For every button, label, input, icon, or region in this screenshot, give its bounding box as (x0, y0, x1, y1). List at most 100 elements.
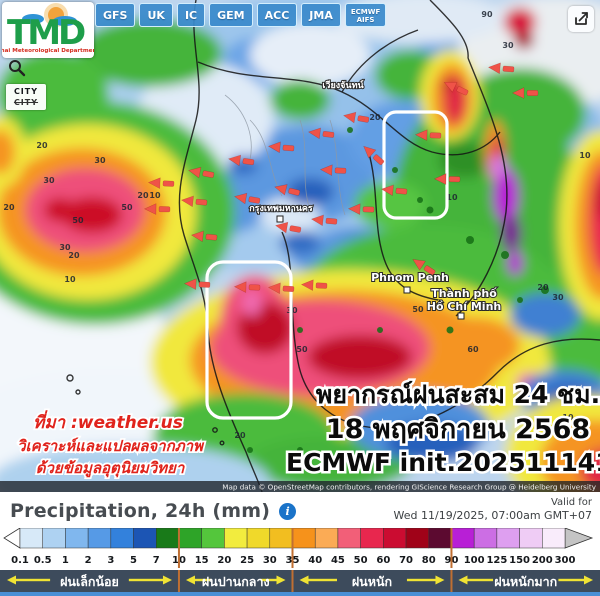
scale-swatch (473, 528, 498, 549)
scale-tick-label: 50 (354, 555, 368, 566)
category-divider (291, 528, 294, 568)
tmd-logo[interactable]: TMD Thai Meteorological Department (0, 2, 99, 58)
contour-label: 10 (579, 151, 591, 160)
city-label: Hồ Chí Minh (427, 300, 501, 313)
annotation-model-init: ECMWF init.2025111412 (286, 448, 600, 477)
scale-swatch (360, 528, 384, 549)
valid-for: Valid for Wed 11/19/2025, 07:00am GMT+07 (394, 496, 592, 522)
scale-tick-label: 100 (464, 555, 485, 566)
wind-arrow (487, 62, 515, 75)
contour-label: 50 (72, 216, 84, 225)
wind-arrow (190, 230, 218, 243)
wind-arrows-layer (143, 62, 539, 295)
tab-ecmwf-aifs[interactable]: ECMWF AIFS (344, 3, 387, 27)
scale-tick-label: 300 (555, 555, 576, 566)
scale-tick-label: 15 (195, 555, 209, 566)
highlight-box (205, 260, 293, 420)
scale-swatch (542, 528, 566, 549)
scale-swatch (65, 528, 89, 549)
tab-gfs[interactable]: GFS (95, 3, 136, 27)
wind-arrow (433, 173, 461, 185)
city-label: Thành phố (431, 287, 497, 300)
annotation-source: ที่มา :weather.us (33, 410, 183, 433)
rain-category-label: ฝนหนักมาก (494, 574, 557, 589)
wind-arrow (319, 164, 347, 176)
scale-swatch (292, 528, 316, 549)
scale-swatch (110, 528, 134, 549)
model-tabs: GFS UK IC GEM ACC JMA ECMWF AIFS (95, 3, 387, 27)
logo-caption: Thai Meteorological Department (2, 48, 94, 54)
scale-swatch (178, 528, 202, 549)
scale-swatch (428, 528, 452, 549)
contour-label: 20 (68, 251, 80, 260)
city-label: กรุงเทพมหานคร (249, 204, 313, 214)
valid-for-label: Valid for (550, 497, 592, 508)
scale-tick-label: 1 (62, 555, 69, 566)
wind-arrow (343, 111, 370, 124)
wind-arrow (307, 127, 335, 140)
city-labels-toggle[interactable]: CITY CITY (6, 84, 46, 110)
wind-arrow (380, 184, 408, 197)
wind-arrow (143, 203, 171, 215)
bottom-strip (0, 592, 600, 596)
contour-label: 60 (467, 345, 479, 354)
contour-label: 10 (149, 191, 161, 200)
valid-for-datetime: Wed 11/19/2025, 07:00am GMT+07 (393, 509, 592, 522)
tab-ic[interactable]: IC (176, 3, 206, 27)
highlight-boxes-layer (205, 110, 449, 420)
wind-arrow (183, 278, 211, 290)
city-toggle-label: CITY (13, 87, 39, 96)
scale-tick-label: 20 (217, 555, 231, 566)
city-marker (403, 286, 411, 294)
info-icon[interactable]: i (279, 502, 297, 520)
scale-swatch (405, 528, 429, 549)
share-icon[interactable] (568, 6, 594, 32)
wind-arrow (275, 221, 302, 234)
contour-label: 50 (412, 305, 424, 314)
wind-arrow (180, 195, 208, 208)
scale-swatch (42, 528, 66, 549)
annotation-forecast-title: พยากรณ์ฝนสะสม 24 ชม. (316, 380, 600, 409)
category-arrow-left (7, 575, 16, 585)
scale-tick-label: 70 (399, 555, 413, 566)
contour-label: 30 (94, 156, 106, 165)
scale-tick-label: 2 (85, 555, 92, 566)
logo-acronym: TMD (7, 13, 85, 53)
attribution-text: Map data © OpenStreetMap contributors, r… (222, 483, 596, 492)
category-arrow-right (435, 575, 445, 585)
contour-label: 20 (3, 203, 15, 212)
annotation-note-2: ด้วยข้อมูลอุตุนิยมวิทยา (36, 459, 186, 478)
scale-tick-label: 45 (331, 555, 345, 566)
contour-label: 20 (137, 191, 149, 200)
tab-uk[interactable]: UK (139, 3, 173, 27)
contour-label: 30 (552, 293, 564, 302)
wind-arrow (274, 184, 301, 196)
scale-tick-label: 5 (130, 555, 137, 566)
wind-arrow (347, 203, 375, 215)
scale-swatch (314, 528, 339, 549)
map-attribution: Map data © OpenStreetMap contributors, r… (0, 481, 600, 492)
wind-arrow (188, 166, 215, 179)
contour-label: 20 (369, 113, 381, 122)
category-bar-bg (0, 570, 600, 592)
wind-arrow (234, 192, 261, 205)
precipitation-field (0, 0, 600, 492)
search-icon[interactable] (8, 59, 26, 77)
contour-label: 50 (296, 345, 308, 354)
scale-swatch (19, 528, 43, 549)
category-arrow-left (299, 575, 309, 585)
city-toggle-label-off: CITY (13, 98, 39, 107)
rain-category-label: ฝนเล็กน้อย (60, 574, 119, 589)
precipitation-map[interactable]: 20 30 30 50 50 30 20 10 20 20 10 30 50 50 60 30 10 20 10 20… (0, 0, 600, 492)
contour-label: 50 (121, 203, 133, 212)
category-divider (177, 528, 180, 568)
tab-gem[interactable]: GEM (209, 3, 253, 27)
scale-tick-label: 60 (376, 555, 390, 566)
tab-acc[interactable]: ACC (256, 3, 298, 27)
scale-tick-label: 0.5 (34, 555, 52, 566)
category-divider (450, 528, 453, 568)
scale-swatch (337, 528, 361, 549)
tab-jma[interactable]: JMA (301, 3, 341, 27)
